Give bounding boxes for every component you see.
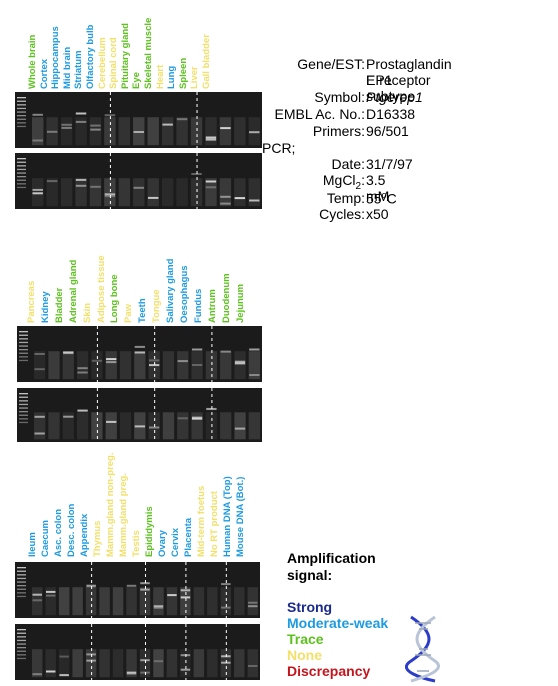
lane-label: Kidney	[39, 291, 51, 323]
lane-label: Heart	[154, 64, 166, 89]
lane-label: Duodenum	[220, 273, 232, 323]
gel-panel-3-bottom	[15, 624, 260, 680]
temp-key: Temp:	[326, 190, 365, 206]
legend-title-line1: Amplification	[287, 550, 376, 566]
lane-label: Pituitary gland	[119, 23, 131, 89]
mgcl-value: 3.5 mM	[366, 172, 390, 204]
temp-value-sup: o	[381, 190, 387, 200]
lane-label: Eye	[131, 72, 143, 89]
dna-helix-icon	[405, 615, 440, 683]
embl-value: D16338	[366, 106, 416, 122]
gel-panel-1-top	[15, 92, 262, 148]
lane-label: Spinal cord	[108, 37, 120, 89]
legend-none: None	[287, 647, 322, 663]
lane-label: Long bone	[109, 274, 121, 323]
lane-label: Fundus	[192, 288, 204, 323]
lane-label: Jejunum	[234, 283, 246, 323]
lane-label: Mid brain	[61, 46, 73, 89]
lane-label: Human DNA (Top)	[222, 476, 233, 557]
lane-label: Pancreas	[26, 280, 37, 323]
lane-label: Oesophagus	[178, 265, 190, 323]
lane-label: Teeth	[137, 298, 149, 323]
lane-label: Adrenal gland	[67, 259, 79, 323]
lane-label: Asc. colon	[53, 508, 64, 557]
lane-label: Placenta	[183, 517, 194, 557]
legend-moderate-weak: Moderate-weak	[287, 615, 389, 631]
legend-strong: Strong	[287, 599, 333, 615]
gel-panel-3-top	[15, 562, 260, 618]
lane-label: Caecum	[40, 520, 51, 557]
lane-label: Cervix	[170, 527, 181, 557]
lane-label: Cerebellum	[96, 37, 108, 89]
lane-label: Lung	[166, 65, 178, 89]
symbol-key: Symbol:	[314, 89, 365, 105]
amplification-legend: Amplification signal: Strong Moderate-we…	[287, 550, 437, 685]
gene-value: Prostaglandin E receptor	[366, 56, 452, 88]
temp-value: 55oC	[366, 190, 397, 207]
gene-value-line2: EP1 subtype	[366, 72, 416, 104]
gel-panel-2-bottom	[17, 388, 262, 442]
lane-label: Whole brain	[27, 34, 38, 89]
mgcl-key-sub: 2	[355, 180, 362, 192]
mgcl-key-colon: :	[361, 172, 365, 188]
lane-label: Salivary gland	[165, 258, 176, 323]
lane-label: Mamm.gland non-preg.	[105, 452, 116, 558]
temp-value-main: 55	[366, 190, 382, 207]
cycles-value: x50	[366, 206, 389, 222]
lane-label: Antrum	[206, 289, 218, 323]
lane-label: Epididymis	[144, 506, 155, 557]
lane-label: Ileum	[27, 532, 38, 557]
primers-value: 96/501	[366, 123, 409, 139]
lane-label: Appendix	[79, 513, 90, 557]
lane-label: Olfactory bulb	[85, 24, 96, 89]
lane-label: Liver	[189, 66, 201, 89]
lane-label: Bladder	[53, 287, 65, 323]
gel-panel-1-bottom	[15, 153, 262, 209]
primers-key: Primers:	[312, 123, 365, 139]
lane-label: Striatum	[73, 50, 85, 89]
lane-label: Skin	[81, 302, 93, 323]
lane-label: Testis	[131, 530, 142, 557]
embl-key: EMBL Ac. No.:	[274, 106, 365, 122]
lane-label: Ovary	[157, 530, 168, 557]
legend-title-line2: signal:	[287, 567, 333, 583]
date-value: 31/7/97	[366, 156, 413, 172]
pcr-key: PCR;	[262, 140, 296, 156]
lane-label: Cortex	[38, 58, 50, 89]
date-key: Date:	[331, 156, 365, 172]
legend-trace: Trace	[287, 631, 324, 647]
lane-label: No RT product	[209, 491, 220, 557]
lane-label: Tongue	[151, 289, 163, 323]
legend-discrepancy: Discrepancy	[287, 663, 371, 679]
gene-key: Gene/EST:	[297, 56, 365, 72]
mgcl-key-main: MgCl	[322, 172, 356, 188]
mgcl-key: MgCl2:	[268, 172, 365, 192]
lane-label: Paw	[123, 303, 135, 323]
lane-label: Skeletal muscle	[143, 17, 154, 89]
lane-label: Adipose tissue	[95, 255, 107, 323]
lane-label: Spleen	[177, 57, 189, 89]
lane-label: Gall bladder	[201, 34, 212, 89]
symbol-value: Ptgerep1	[366, 89, 423, 105]
lane-label: Mouse DNA (Bot.)	[235, 476, 246, 557]
gel-panel-2-top	[17, 326, 262, 382]
temp-value-unit: C	[386, 190, 397, 207]
lane-label: Mamm.gland preg.	[118, 473, 129, 557]
lane-label: Thymus	[92, 520, 103, 557]
cycles-key: Cycles:	[319, 206, 365, 222]
lane-label: Hippocampus	[50, 26, 62, 89]
lane-label: Desc. colon	[66, 503, 77, 557]
lane-label: Mid-term foetus	[196, 485, 207, 557]
